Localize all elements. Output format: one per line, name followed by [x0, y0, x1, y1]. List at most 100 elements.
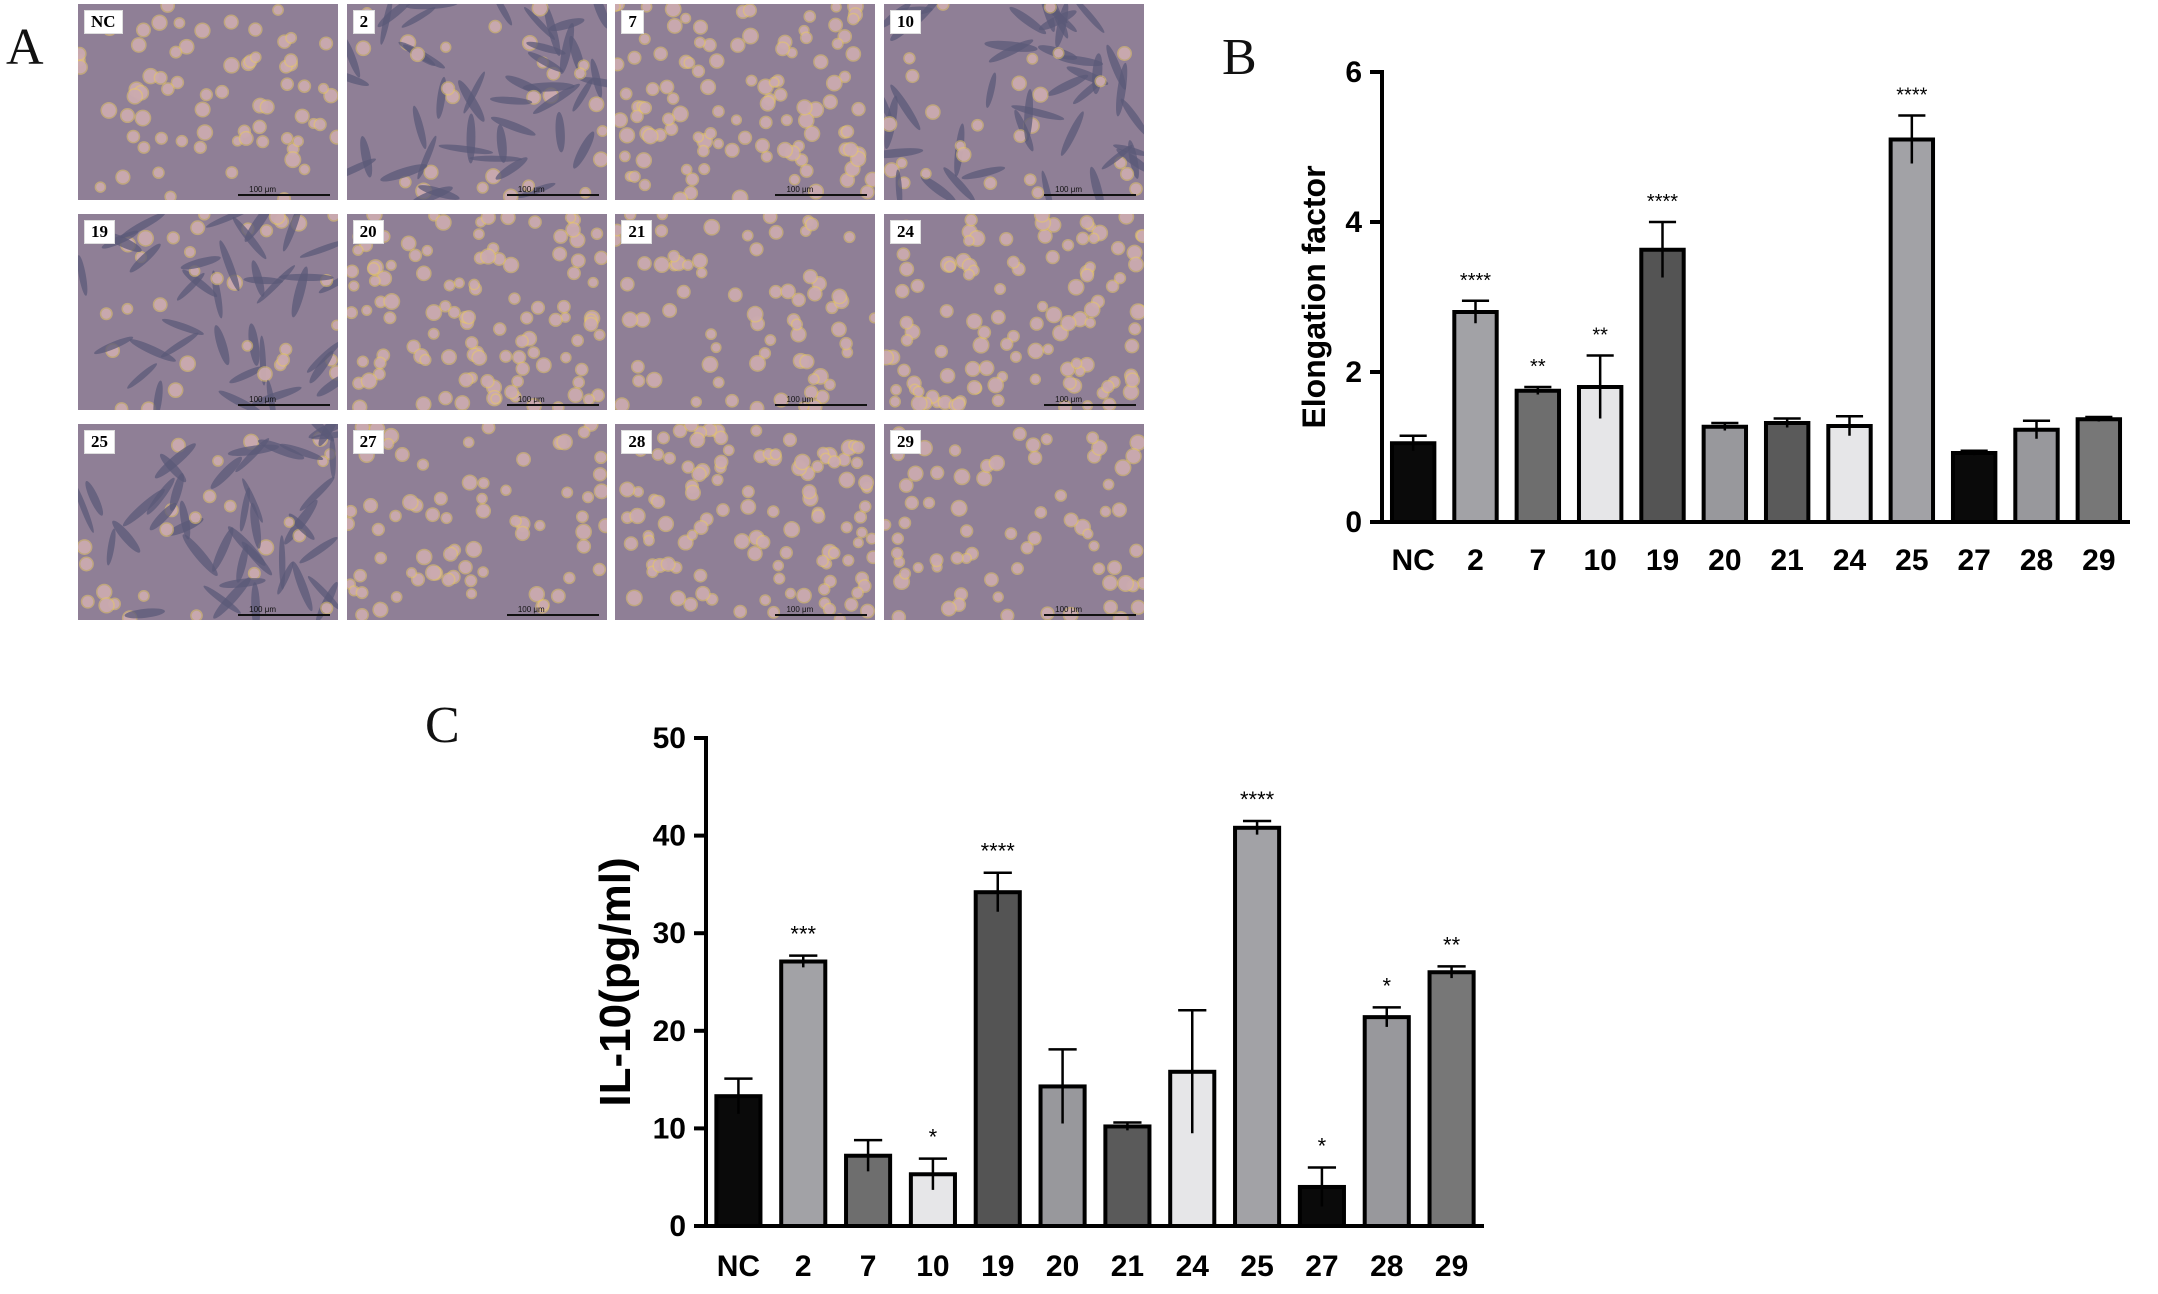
y-tick-label: 10 [653, 1112, 686, 1145]
cell-image [615, 424, 876, 620]
micrograph-grid: NC 100 μm 2 100 μm 7 100 μm 10 100 μm 19 100 μm 20… [78, 4, 1144, 620]
y-tick-label: 30 [653, 917, 686, 950]
significance-label: *** [790, 922, 816, 947]
cell-image [78, 424, 338, 620]
x-tick-label: 24 [1176, 1250, 1210, 1283]
scale-bar-label: 100 μm [1055, 605, 1082, 614]
y-tick-label: 4 [1345, 206, 1362, 239]
x-tick-label: 25 [1895, 544, 1928, 577]
cell-image [346, 214, 607, 410]
x-tick-label: 25 [1240, 1250, 1273, 1283]
cell-image [884, 214, 1144, 410]
cell-image [884, 4, 1144, 200]
x-tick-label: 7 [860, 1250, 877, 1283]
x-tick-label: NC [717, 1250, 760, 1283]
scale-bar [1044, 404, 1136, 406]
bar [1389, 441, 1437, 524]
bar [1888, 137, 1936, 524]
x-tick-label: 28 [1370, 1250, 1403, 1283]
bar [2075, 417, 2123, 524]
x-tick-label: 21 [1111, 1250, 1144, 1283]
micrograph-label: 2 [352, 10, 376, 34]
micrograph-label: 20 [352, 220, 384, 244]
micrograph-label: 19 [84, 220, 115, 244]
x-tick-label: 29 [1435, 1250, 1468, 1283]
x-tick-label: 21 [1770, 544, 1803, 577]
x-tick-label: 20 [1046, 1250, 1079, 1283]
scale-bar [506, 194, 599, 196]
bar [1576, 385, 1624, 524]
panel-label-a: A [6, 19, 44, 76]
significance-label: ** [1530, 356, 1546, 378]
micrograph-tile: NC 100 μm [78, 4, 338, 200]
bar [844, 1153, 893, 1229]
cell-image [615, 4, 876, 200]
significance-label: ** [1443, 932, 1461, 957]
bar [2013, 427, 2060, 524]
micrograph-tile: 20 100 μm [346, 214, 607, 410]
micrograph-tile: 21 100 μm [615, 214, 876, 410]
scale-bar-label: 100 μm [786, 605, 814, 614]
scale-bar [238, 614, 330, 616]
micrograph-tile: 7 100 μm [615, 4, 876, 200]
scale-bar-label: 100 μm [249, 185, 276, 194]
micrograph-tile: 28 100 μm [615, 424, 876, 620]
micrograph-label: 21 [621, 220, 653, 244]
x-tick-label: 19 [1646, 544, 1679, 577]
scale-bar [506, 614, 599, 616]
significance-label: ** [1592, 325, 1608, 347]
panel-label-b: B [1222, 29, 1257, 86]
scale-bar-label: 100 μm [786, 395, 814, 404]
bar [1103, 1124, 1152, 1228]
x-tick-label: 28 [2020, 544, 2053, 577]
bar [1038, 1084, 1087, 1228]
bar [1452, 310, 1499, 524]
y-tick-label: 20 [653, 1015, 686, 1048]
scale-bar [1044, 614, 1136, 616]
x-tick-label: 27 [1305, 1250, 1338, 1283]
micrograph-label: 27 [352, 430, 384, 454]
x-tick-label: 10 [1583, 544, 1616, 577]
y-tick-label: 0 [1345, 506, 1362, 539]
y-tick-label: 50 [653, 722, 686, 755]
bar [1427, 970, 1476, 1228]
x-tick-label: 10 [916, 1250, 949, 1283]
bar [1763, 421, 1811, 524]
y-axis-label: Elongation factor [1296, 165, 1332, 428]
significance-label: **** [1896, 85, 1927, 107]
bar [1639, 247, 1686, 524]
significance-label: * [1382, 973, 1391, 998]
micrograph-tile: 10 100 μm [884, 4, 1144, 200]
significance-label: **** [981, 839, 1016, 864]
micrograph-tile: 19 100 μm [78, 214, 338, 410]
cell-image [346, 424, 607, 620]
x-tick-label: 2 [795, 1250, 812, 1283]
bar [1950, 451, 1998, 524]
micrograph-tile: 24 100 μm [884, 214, 1144, 410]
micrograph-label: NC [84, 10, 123, 34]
cell-image [884, 424, 1144, 620]
cell-image [615, 214, 876, 410]
bar [1826, 424, 1873, 524]
scale-bar-label: 100 μm [517, 185, 545, 194]
scale-bar [238, 404, 330, 406]
y-tick-label: 6 [1345, 56, 1362, 89]
micrograph-tile: 25 100 μm [78, 424, 338, 620]
x-tick-label: 19 [981, 1250, 1014, 1283]
bar [1701, 424, 1749, 524]
micrograph-label: 10 [890, 10, 921, 34]
bar [1297, 1184, 1346, 1228]
y-tick-label: 40 [653, 820, 686, 853]
micrograph-tile: 27 100 μm [346, 424, 607, 620]
significance-label: **** [1240, 787, 1275, 812]
cell-image [78, 214, 338, 410]
y-tick-label: 0 [669, 1210, 686, 1243]
bar [714, 1094, 763, 1229]
micrograph-label: 28 [621, 430, 653, 454]
scale-bar-label: 100 μm [1055, 395, 1082, 404]
significance-label: **** [1647, 191, 1678, 213]
bar [973, 890, 1022, 1228]
x-tick-label: NC [1391, 544, 1434, 577]
cell-image [346, 4, 607, 200]
y-tick-label: 2 [1345, 356, 1362, 389]
